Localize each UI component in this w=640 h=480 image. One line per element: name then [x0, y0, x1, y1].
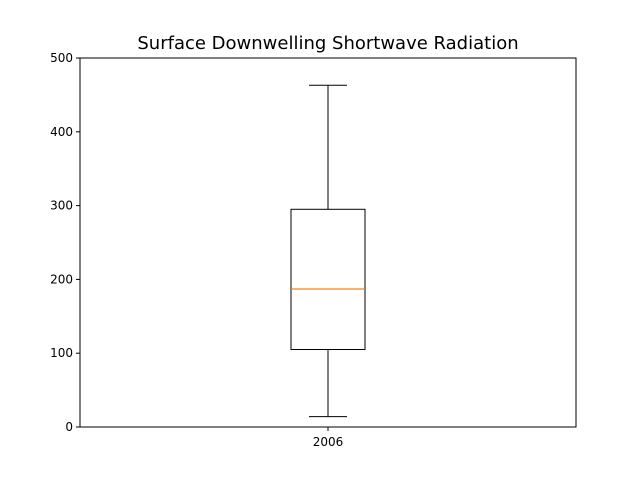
x-axis: 2006	[313, 427, 344, 449]
box-plot	[290, 84, 366, 418]
y-tick-label: 200	[50, 272, 73, 286]
y-axis: 0 100 200 300 400 500	[50, 51, 80, 434]
chart-title: Surface Downwelling Shortwave Radiation	[137, 33, 518, 54]
x-tick-label: 2006	[313, 435, 344, 449]
y-tick-label: 0	[65, 420, 73, 434]
y-tick-label: 100	[50, 346, 73, 360]
plot-frame	[79, 57, 577, 428]
y-tick-label: 500	[50, 51, 73, 65]
y-tick-label: 300	[50, 199, 73, 213]
iqr-box	[290, 208, 366, 351]
y-tick-label: 400	[50, 125, 73, 139]
